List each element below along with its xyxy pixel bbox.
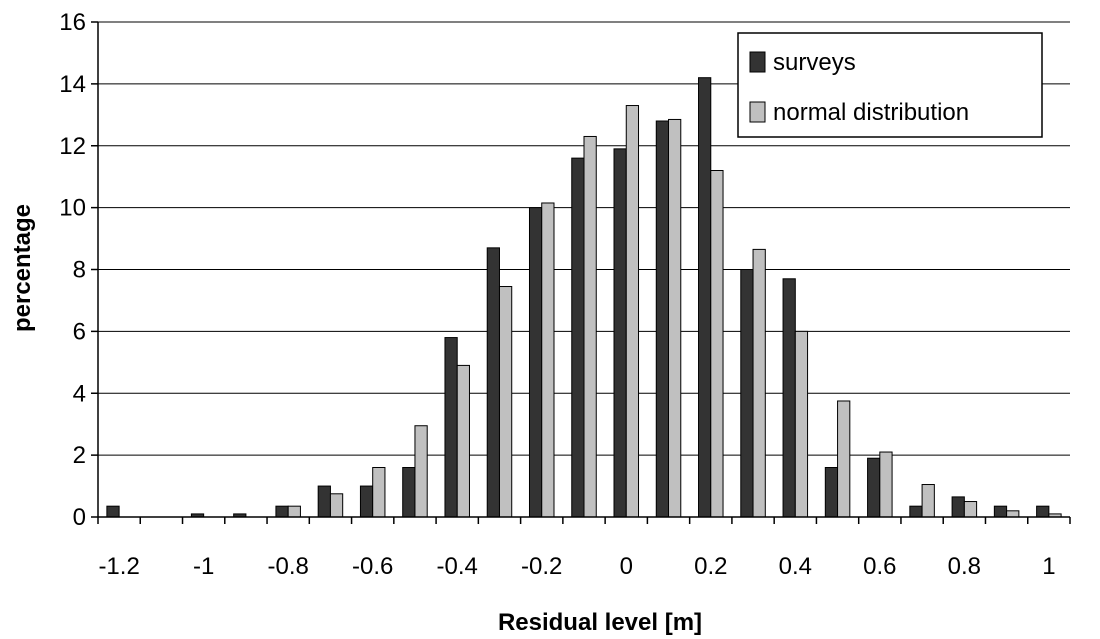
bar-normal-distribution--0.6 <box>372 467 386 518</box>
y-tick-label: 6 <box>73 318 86 345</box>
x-tick-label: -0.4 <box>437 553 478 580</box>
x-tick-label: -1.2 <box>98 553 139 580</box>
bar-normal-distribution--0.2 <box>541 202 555 518</box>
legend-swatch-surveys <box>749 51 766 73</box>
y-tick-label: 16 <box>59 9 86 36</box>
bar-surveys-0.1 <box>655 120 670 518</box>
bar-normal-distribution-0.2 <box>710 170 724 518</box>
bar-normal-distribution--0.7 <box>329 493 344 518</box>
bar-normal-distribution-0.1 <box>668 118 682 518</box>
x-tick-label: -0.6 <box>352 553 393 580</box>
y-tick-label: 2 <box>73 442 86 469</box>
bar-surveys-1 <box>1036 505 1050 518</box>
legend-label-normal-distribution: normal distribution <box>773 99 969 126</box>
y-tick-label: 12 <box>59 133 86 160</box>
bar-normal-distribution-0.8 <box>963 501 978 518</box>
y-tick-label: 0 <box>73 504 86 531</box>
bar-surveys-0.3 <box>740 269 754 518</box>
bar-surveys--0.5 <box>402 467 416 518</box>
bar-normal-distribution--0.1 <box>583 135 597 518</box>
x-tick-label: -0.2 <box>521 553 562 580</box>
legend-swatch-normal-distribution <box>749 101 766 123</box>
legend: surveys normal distribution <box>737 32 1043 138</box>
bar-normal-distribution-0.3 <box>752 248 766 518</box>
y-tick-label: 10 <box>59 195 86 222</box>
bar-normal-distribution-0 <box>625 105 640 518</box>
bar-surveys--0.6 <box>359 485 374 518</box>
legend-box <box>737 32 1043 138</box>
bar-normal-distribution-0.6 <box>879 451 893 518</box>
x-tick-label: 0 <box>620 553 633 580</box>
bar-normal-distribution--0.4 <box>456 364 470 518</box>
y-tick-labels: 0 2 4 6 8 10 12 14 16 <box>59 9 86 531</box>
bar-normal-distribution-0.4 <box>794 330 809 518</box>
x-tick-label: 0.4 <box>779 553 812 580</box>
bar-surveys-0.6 <box>867 457 881 518</box>
y-tick-label: 4 <box>73 380 86 407</box>
bar-normal-distribution--0.5 <box>414 425 428 518</box>
y-tick-label: 8 <box>73 257 86 284</box>
bar-surveys-0.2 <box>698 77 712 518</box>
bars <box>106 77 1062 518</box>
bar-surveys-0.8 <box>951 496 965 518</box>
x-tick-label: -0.8 <box>267 553 308 580</box>
x-tick-label: -1 <box>193 553 214 580</box>
bar-surveys-0.4 <box>782 278 796 518</box>
bar-normal-distribution--0.8 <box>287 505 301 518</box>
bar-normal-distribution-0.5 <box>837 400 851 518</box>
bar-surveys-0.5 <box>824 467 839 518</box>
bar-surveys--1.2 <box>106 505 120 518</box>
bar-normal-distribution-0.9 <box>1006 510 1020 518</box>
bar-surveys-0.7 <box>909 505 923 518</box>
x-tick-label: 0.8 <box>948 553 981 580</box>
legend-label-surveys: surveys <box>773 49 856 76</box>
bar-surveys-0.9 <box>993 505 1008 518</box>
y-axis-title: percentage <box>9 204 36 332</box>
x-tick-label: 0.2 <box>694 553 727 580</box>
x-tick-label: 0.6 <box>863 553 896 580</box>
x-tick-labels: -1.2 -1 -0.8 -0.6 -0.4 -0.2 0 0.2 0.4 0.6 0.8 1 <box>98 553 1055 580</box>
x-tick-label: 1 <box>1042 553 1055 580</box>
y-tick-label: 14 <box>59 71 86 98</box>
bar-normal-distribution-0.7 <box>921 484 935 518</box>
bar-surveys--0.4 <box>444 337 458 518</box>
x-axis-title: Residual level [m] <box>498 609 702 636</box>
bar-surveys--0.3 <box>486 247 500 518</box>
bar-surveys--0.7 <box>317 485 331 518</box>
bar-surveys--0.2 <box>528 207 543 518</box>
bar-surveys-0 <box>613 148 627 518</box>
axes <box>91 21 1071 524</box>
bar-normal-distribution--0.3 <box>498 286 513 518</box>
bar-surveys--0.1 <box>571 157 585 518</box>
bar-surveys--0.8 <box>275 505 289 518</box>
